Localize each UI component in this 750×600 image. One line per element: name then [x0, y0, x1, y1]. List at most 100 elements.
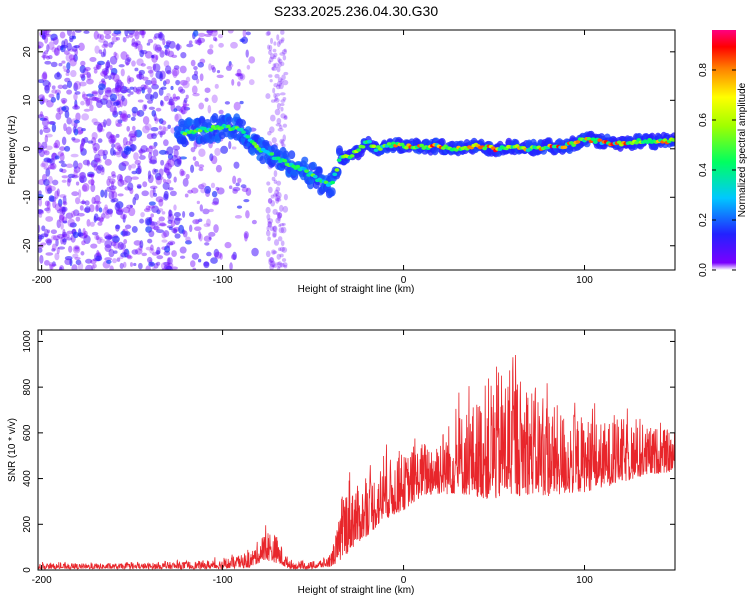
ridge-cell: [282, 158, 288, 163]
noise-blob: [179, 156, 188, 160]
noise-blob: [196, 200, 200, 205]
noise-blob: [131, 38, 136, 45]
noise-blob: [182, 177, 189, 187]
noise-blob: [120, 230, 128, 236]
noise-blob: [140, 145, 148, 153]
noise-blob: [275, 123, 282, 127]
noise-blob: [245, 187, 252, 197]
noise-blob: [150, 262, 154, 266]
noise-blob: [245, 31, 251, 36]
noise-blob: [273, 239, 280, 246]
noise-blob: [273, 97, 280, 103]
noise-blob: [62, 237, 67, 246]
ridge-cell: [388, 144, 394, 149]
noise-blob: [131, 226, 138, 233]
noise-blob: [85, 97, 91, 107]
noise-blob: [66, 117, 72, 125]
noise-blob: [125, 141, 131, 146]
noise-blob: [86, 93, 94, 97]
noise-blob: [141, 190, 149, 197]
noise-blob: [119, 112, 128, 122]
noise-blob: [72, 231, 79, 239]
noise-blob: [78, 189, 82, 199]
noise-blob: [191, 85, 198, 94]
noise-blob: [45, 33, 52, 37]
noise-blob: [91, 264, 95, 270]
noise-blob: [150, 127, 159, 132]
noise-blob: [61, 233, 70, 239]
noise-blob: [173, 158, 182, 167]
noise-blob: [66, 230, 73, 235]
noise-blob: [83, 230, 88, 239]
noise-blob: [272, 87, 276, 94]
noise-blob: [120, 85, 128, 94]
noise-blob: [141, 252, 148, 257]
noise-blob: [275, 191, 282, 199]
noise-blob: [231, 146, 237, 150]
noise-blob: [94, 96, 99, 102]
noise-blob: [236, 68, 242, 76]
noise-blob: [138, 69, 145, 75]
noise-blob: [154, 44, 162, 53]
noise-blob: [171, 250, 177, 258]
noise-blob: [273, 83, 278, 88]
noise-blob: [140, 211, 145, 218]
noise-blob: [138, 71, 143, 80]
noise-blob: [219, 253, 223, 260]
noise-blob: [44, 200, 50, 207]
noise-blob: [97, 164, 104, 171]
noise-blob: [265, 230, 271, 237]
noise-blob: [82, 159, 90, 166]
noise-blob: [159, 223, 167, 227]
snr-frame: [37, 329, 676, 571]
noise-blob: [53, 36, 59, 45]
noise-blob: [170, 85, 174, 91]
noise-blob: [72, 253, 79, 259]
snr-ytick-label: 200: [22, 516, 33, 533]
noise-blob: [41, 160, 49, 168]
noise-blob: [137, 185, 142, 189]
spectrogram-xtick-label: -200: [32, 275, 52, 286]
noise-blob: [56, 219, 61, 229]
noise-blob: [40, 233, 49, 238]
noise-blob: [143, 208, 151, 213]
noise-blob: [66, 69, 70, 74]
noise-blob: [91, 96, 98, 102]
noise-blob: [74, 246, 80, 250]
noise-blob: [216, 74, 224, 79]
noise-blob: [91, 131, 98, 140]
noise-blob: [185, 76, 191, 83]
noise-blob: [179, 88, 186, 94]
noise-blob: [71, 174, 79, 179]
noise-blob: [278, 125, 283, 129]
noise-blob: [48, 175, 53, 185]
noise-blob: [98, 38, 106, 43]
noise-blob: [127, 182, 134, 191]
noise-blob: [283, 264, 288, 269]
noise-blob: [160, 159, 165, 166]
noise-blob: [38, 45, 42, 49]
noise-blob: [165, 168, 171, 176]
noise-blob: [156, 46, 163, 52]
noise-blob: [236, 205, 243, 209]
noise-blob: [90, 259, 97, 265]
noise-blob: [138, 262, 143, 270]
noise-blob: [155, 54, 159, 61]
noise-blob: [268, 259, 272, 265]
noise-blob: [280, 92, 286, 96]
noise-blob: [202, 208, 210, 215]
noise-blob: [147, 87, 152, 94]
noise-blob: [277, 57, 281, 63]
noise-blob: [60, 45, 69, 49]
noise-blob: [114, 202, 121, 212]
noise-blob: [96, 217, 101, 221]
noise-blob: [79, 73, 85, 79]
noise-blob: [126, 88, 131, 93]
noise-blob: [38, 41, 44, 49]
noise-blob: [75, 181, 80, 186]
noise-blob: [62, 210, 66, 215]
noise-blob: [41, 141, 48, 149]
noise-blob: [241, 36, 249, 44]
noise-blob: [140, 84, 147, 91]
noise-blob: [117, 193, 124, 197]
